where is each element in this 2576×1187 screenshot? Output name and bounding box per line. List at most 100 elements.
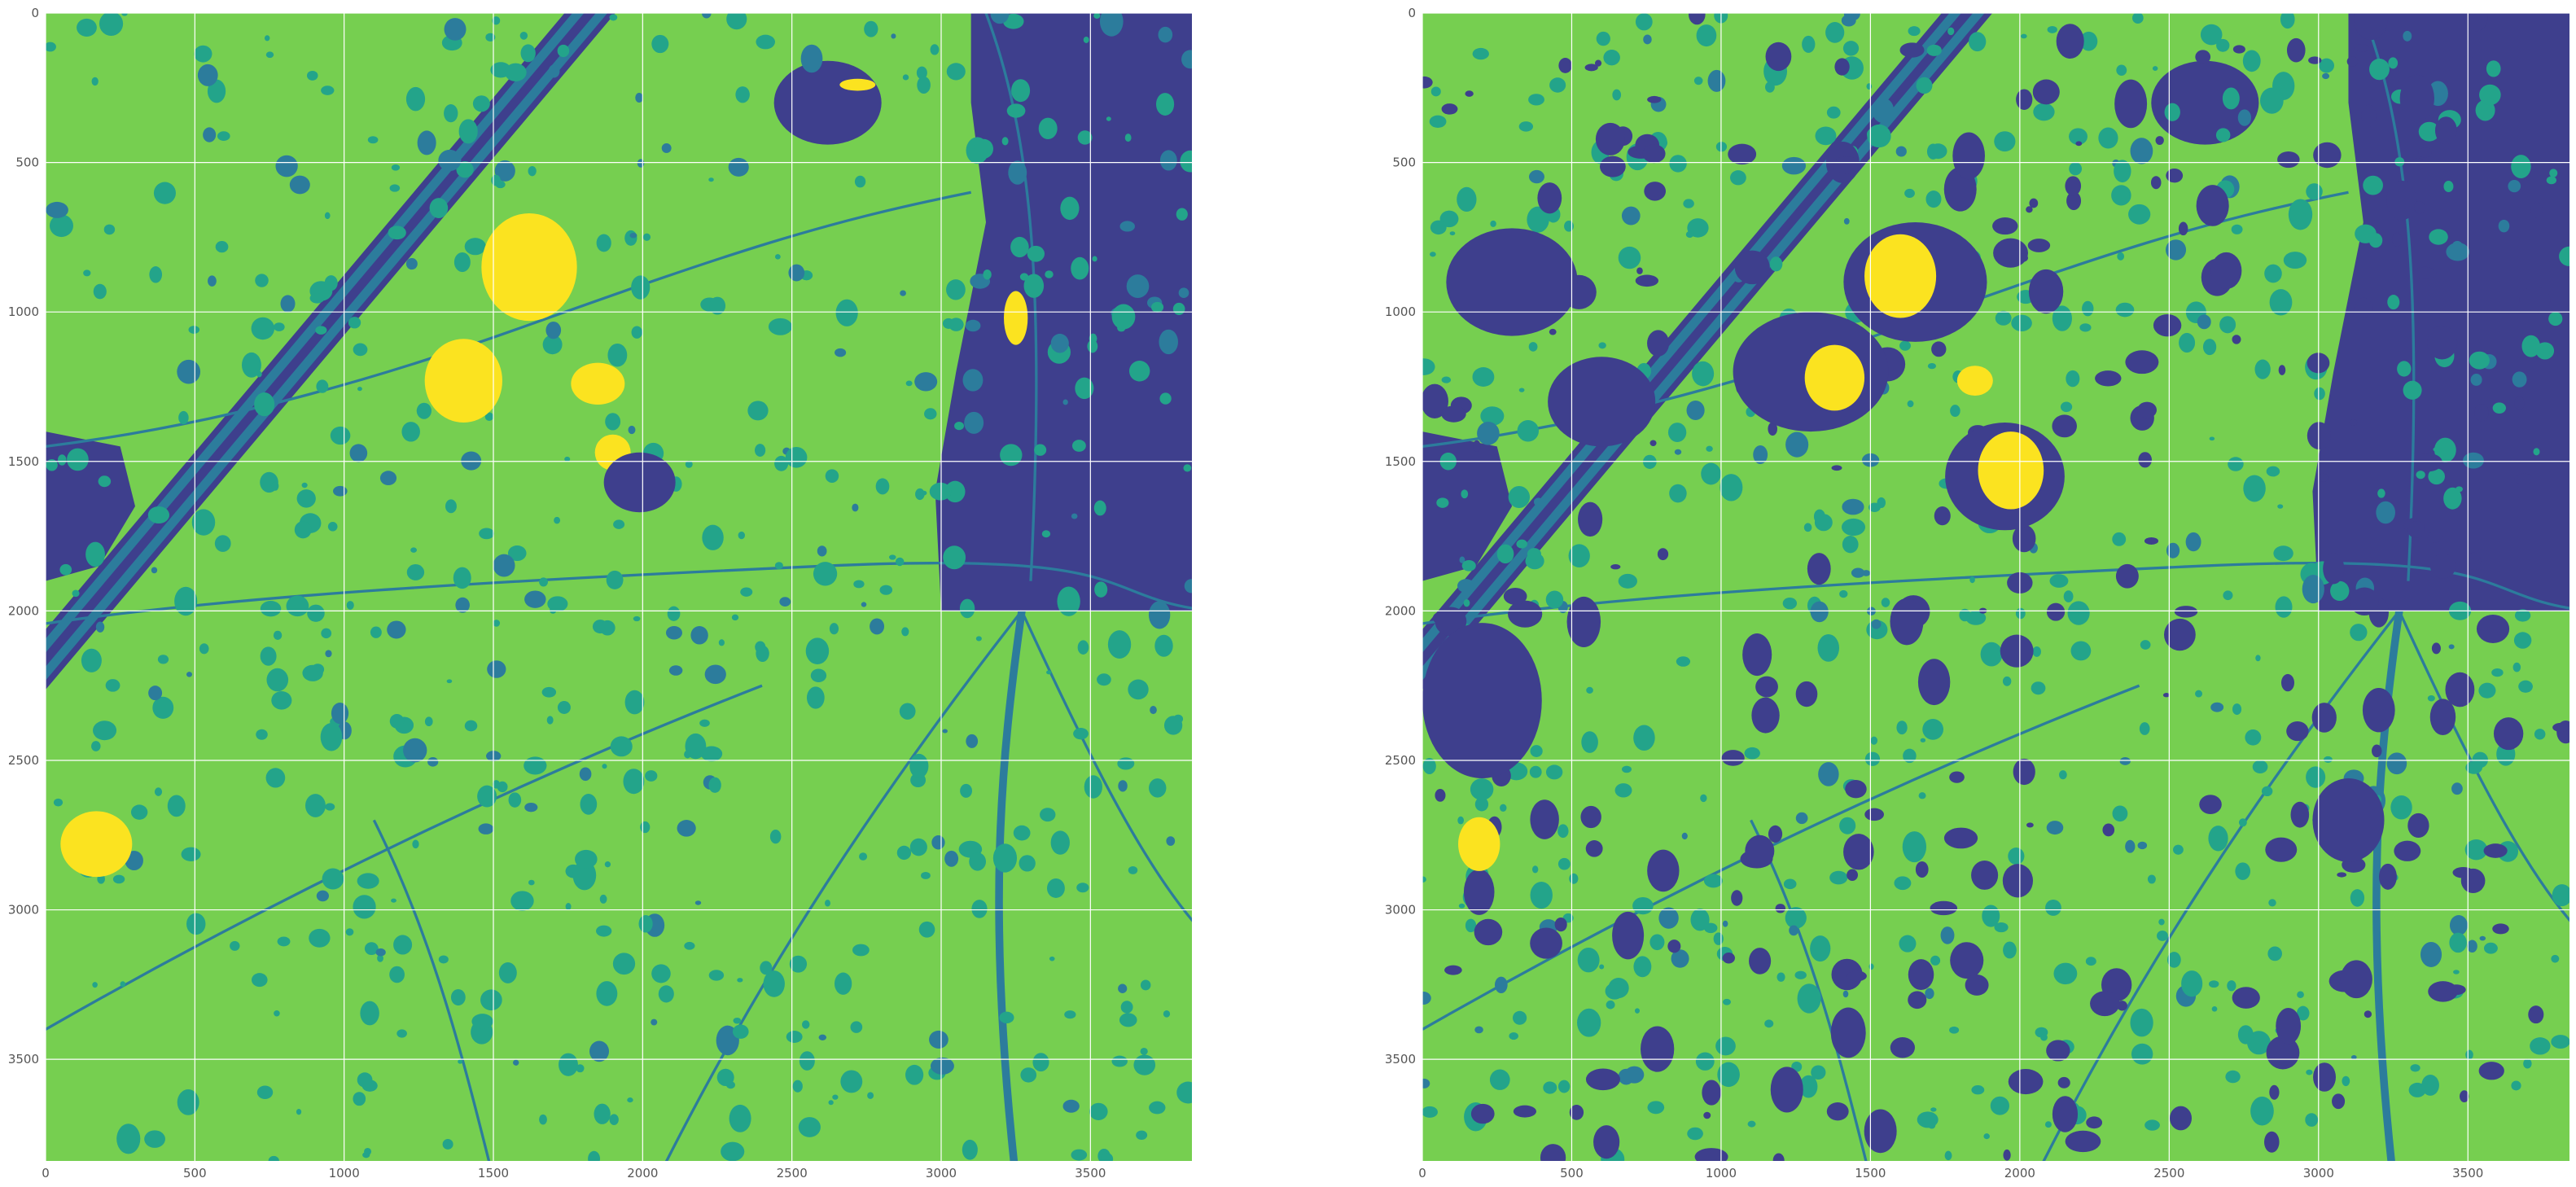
pond — [2115, 302, 2135, 318]
pond — [1509, 1032, 1518, 1040]
pond — [265, 51, 274, 59]
pond — [296, 489, 316, 508]
pond — [2416, 471, 2425, 480]
pond — [446, 679, 453, 684]
pond — [105, 679, 120, 692]
pond — [1895, 146, 1907, 157]
pond — [2388, 57, 2399, 69]
pond — [2114, 160, 2131, 183]
pond — [930, 1057, 954, 1075]
pond — [1461, 489, 1469, 499]
noise-patch — [2232, 987, 2260, 1009]
pond — [1776, 972, 1785, 982]
pond — [2002, 676, 2012, 686]
pond — [1632, 896, 1654, 915]
pond — [1690, 908, 1710, 931]
pond — [513, 1059, 519, 1066]
pond — [2535, 342, 2555, 360]
pond — [2219, 316, 2236, 334]
y-tick-label: 1500 — [8, 454, 39, 469]
pond — [427, 757, 439, 767]
pond — [2197, 314, 2211, 330]
pond — [1753, 445, 1768, 465]
pond — [2085, 957, 2096, 966]
pond — [2443, 180, 2454, 193]
pond — [962, 369, 984, 392]
pond — [1150, 301, 1164, 313]
pond — [2552, 884, 2569, 907]
noise-patch — [1765, 42, 1792, 72]
pond — [1176, 1081, 1192, 1104]
pond — [1075, 377, 1094, 400]
noise-patch — [2178, 221, 2188, 236]
pond — [2478, 682, 2496, 699]
noise-patch — [2514, 473, 2534, 484]
pond — [853, 580, 865, 589]
pond — [546, 716, 554, 725]
pond — [1178, 287, 1189, 299]
pond — [539, 1114, 547, 1125]
pond — [651, 1018, 658, 1026]
pond — [684, 750, 691, 759]
y-tick-label: 2000 — [8, 603, 39, 618]
pond — [854, 175, 866, 188]
pond — [580, 794, 598, 815]
pond — [2324, 756, 2333, 763]
pond — [438, 955, 449, 964]
noise-patch — [2075, 141, 2083, 147]
noise-patch — [2013, 758, 2035, 786]
pond — [1569, 873, 1579, 884]
pond — [2131, 13, 2144, 24]
pond — [2498, 219, 2510, 233]
pond — [1457, 186, 1477, 212]
pond — [410, 547, 417, 553]
pond — [2015, 607, 2026, 620]
pond — [709, 296, 726, 315]
pond — [1789, 925, 1798, 936]
pond — [1006, 103, 1026, 118]
pond — [1842, 536, 1859, 554]
pond — [1717, 1062, 1740, 1088]
noise-patch — [1721, 750, 1745, 766]
pond — [1106, 116, 1111, 121]
pond — [1658, 907, 1679, 929]
pond — [1118, 983, 1128, 993]
pond — [1010, 236, 1029, 258]
pond — [1614, 783, 1632, 798]
pond — [589, 1040, 610, 1062]
pond — [389, 184, 401, 192]
pond — [103, 224, 116, 235]
pond — [946, 279, 966, 300]
pond — [1087, 339, 1098, 353]
pond — [286, 595, 309, 617]
pond — [1695, 1052, 1715, 1071]
pond — [684, 941, 695, 950]
pond — [1817, 633, 1840, 662]
noise-patch — [1649, 440, 1657, 446]
yellow-region — [424, 339, 502, 423]
pond — [455, 597, 470, 613]
noise-patch — [1728, 143, 1757, 165]
pond — [1133, 1054, 1156, 1075]
pond — [498, 961, 517, 983]
noise-patch — [2052, 414, 2077, 438]
pond — [2449, 932, 2467, 953]
pond — [1596, 31, 1610, 46]
pond — [554, 516, 561, 524]
pond — [1643, 34, 1652, 45]
noise-patch — [2196, 185, 2229, 226]
pond — [1119, 221, 1135, 232]
pond — [1549, 77, 1566, 93]
pond — [2418, 121, 2440, 142]
pond — [1076, 883, 1089, 893]
pond — [1528, 342, 1538, 352]
pond — [1422, 358, 1435, 375]
pond — [215, 240, 229, 253]
pond — [702, 524, 724, 550]
pond — [59, 563, 72, 576]
pond — [1084, 775, 1102, 799]
noise-patch — [2399, 74, 2434, 122]
pond — [879, 585, 893, 595]
pond — [1020, 1067, 1037, 1083]
pond — [2137, 841, 2148, 850]
